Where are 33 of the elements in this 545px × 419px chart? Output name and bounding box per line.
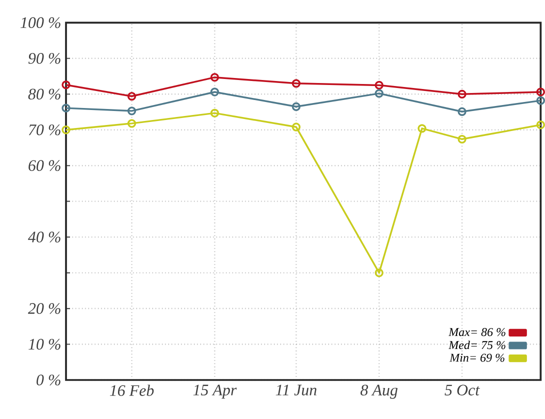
point bbox=[458, 134, 466, 144]
point bbox=[418, 124, 426, 133]
legend-label: Max= 86 % bbox=[448, 328, 506, 336]
x-tick-label: 8 Aug bbox=[360, 384, 398, 399]
y-tick-label: 100 % bbox=[20, 17, 60, 28]
point bbox=[292, 102, 301, 111]
y-tick-label: 80 % bbox=[28, 88, 60, 100]
point bbox=[374, 89, 384, 98]
y-tick-label: 10 % bbox=[28, 338, 60, 350]
y-tick-label: 40 % bbox=[28, 232, 60, 242]
point bbox=[458, 90, 466, 98]
point bbox=[458, 107, 466, 116]
point bbox=[127, 119, 136, 128]
x-tick-label: 11 Jun bbox=[276, 384, 316, 396]
point bbox=[127, 106, 136, 116]
y-tick-label: 70 % bbox=[28, 124, 60, 136]
x-tick-label: 5 Oct bbox=[444, 384, 480, 396]
point bbox=[292, 79, 301, 88]
point bbox=[374, 80, 384, 90]
y-tick-label: 90 % bbox=[28, 52, 60, 64]
legend-label: Med= 75 % bbox=[448, 340, 506, 350]
point bbox=[210, 108, 220, 118]
legend-label: Min= 69 % bbox=[449, 354, 504, 362]
point bbox=[210, 73, 220, 82]
y-tick-label: 20 % bbox=[28, 303, 60, 314]
point bbox=[210, 88, 220, 96]
point bbox=[292, 122, 301, 132]
y-tick-label: 0 % bbox=[36, 374, 60, 386]
y-tick-label: 60 % bbox=[28, 160, 60, 172]
x-tick-label: 16 Feb bbox=[110, 384, 154, 396]
point bbox=[374, 268, 384, 278]
point bbox=[127, 92, 136, 101]
x-tick-label: 15 Apr bbox=[193, 384, 237, 399]
